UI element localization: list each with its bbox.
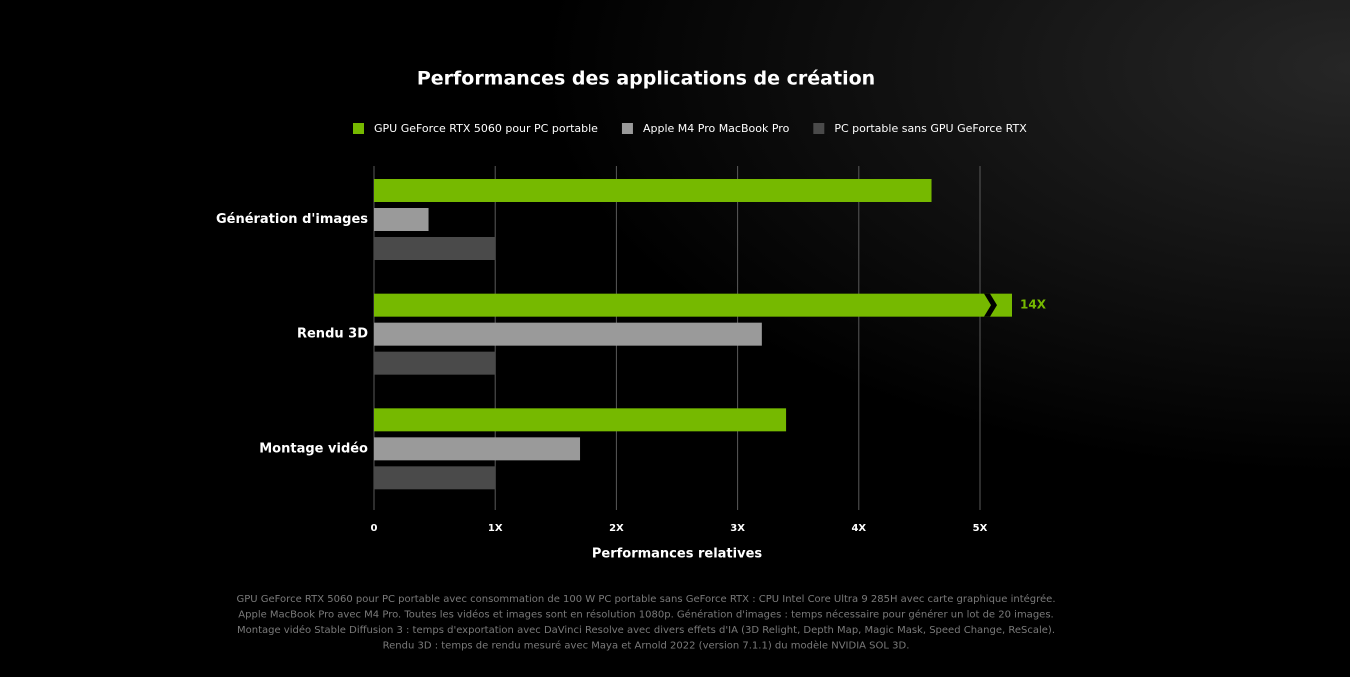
y-tick-label: Rendu 3D — [297, 327, 368, 342]
axis-break — [984, 293, 997, 317]
bar — [374, 322, 762, 346]
x-tick-label: 5X — [973, 523, 988, 534]
x-tick-label: 0 — [371, 523, 378, 534]
bar — [374, 237, 496, 260]
footnote: GPU GeForce RTX 5060 pour PC portable av… — [236, 593, 1055, 605]
footnote: Rendu 3D : temps de rendu mesuré avec Ma… — [383, 640, 910, 652]
chart-title: Performances des applications de créatio… — [417, 68, 875, 90]
bar — [374, 179, 932, 202]
legend-label: GPU GeForce RTX 5060 pour PC portable — [374, 122, 598, 135]
legend-label: PC portable sans GPU GeForce RTX — [834, 122, 1027, 135]
footnote: Apple MacBook Pro avec M4 Pro. Toutes le… — [238, 609, 1053, 621]
bar — [374, 437, 581, 461]
x-tick-label: 1X — [488, 523, 503, 534]
value-label: 14X — [1020, 298, 1047, 312]
bar — [374, 293, 1012, 317]
bar — [374, 351, 496, 375]
x-tick-label: 3X — [730, 523, 745, 534]
x-tick-label: 4X — [851, 523, 866, 534]
bar — [374, 466, 496, 490]
legend-swatch — [813, 123, 825, 134]
y-tick-label: Génération d'images — [216, 212, 368, 227]
legend-label: Apple M4 Pro MacBook Pro — [643, 122, 790, 135]
bar — [374, 408, 787, 432]
x-axis-title: Performances relatives — [592, 547, 763, 562]
legend-swatch — [621, 123, 633, 134]
y-tick-label: Montage vidéo — [259, 441, 368, 456]
legend-swatch — [353, 123, 364, 134]
footnote: Montage vidéo Stable Diffusion 3 : temps… — [237, 624, 1055, 636]
bar — [374, 208, 429, 231]
x-tick-label: 2X — [609, 523, 624, 534]
